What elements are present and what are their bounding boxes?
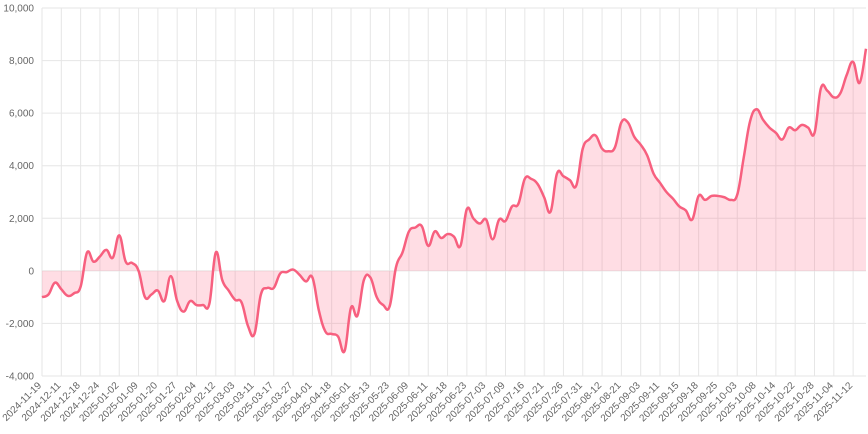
- y-tick-label: 8,000: [9, 56, 34, 67]
- area: [42, 48, 866, 353]
- y-tick-label: 6,000: [9, 109, 34, 120]
- y-tick-label: 4,000: [9, 161, 34, 172]
- y-tick-label: -2,000: [6, 319, 35, 330]
- y-tick-label: 0: [28, 266, 34, 277]
- y-tick-label: -4,000: [6, 372, 35, 383]
- y-tick-label: 10,000: [3, 4, 34, 15]
- line: [41, 48, 868, 354]
- y-tick-label: 2,000: [9, 214, 34, 225]
